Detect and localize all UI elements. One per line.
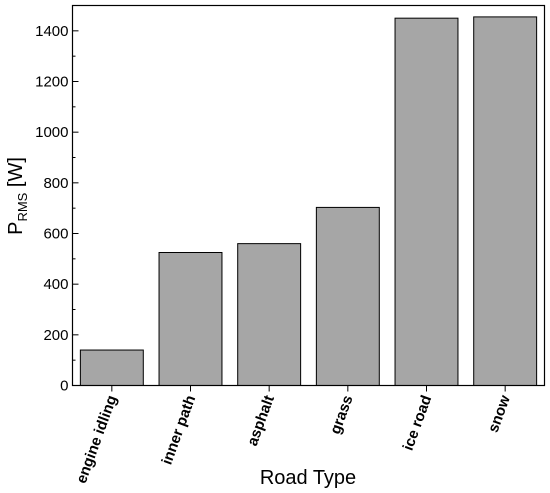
x-axis-title: Road Type [260, 467, 356, 489]
bar-inner-path [158, 252, 223, 386]
y-axis-title-sub: RMS [15, 192, 30, 221]
y-axis-title-unit: [W] [5, 157, 27, 193]
plot-frame [71, 4, 546, 387]
y-tick-label: 1200 [35, 74, 68, 91]
y-tick-label: 0 [60, 378, 68, 395]
x-tick-label: engine idling [73, 393, 121, 486]
y-tick-label: 1400 [35, 23, 68, 40]
x-tick-label: asphalt [244, 393, 278, 448]
y-tick-label: 1000 [35, 124, 68, 141]
bar-asphalt [237, 243, 302, 386]
y-axis-ticks: 0 200 400 600 800 1000 1200 1400 [35, 23, 79, 395]
x-tick-label: inner path [158, 393, 199, 467]
x-tick-label: snow [485, 393, 514, 435]
y-tick-label: 400 [43, 276, 68, 293]
bar-grass [315, 206, 380, 386]
bars-group [79, 16, 538, 387]
y-axis-title-main: P [5, 222, 27, 235]
x-tick-label: grass [327, 393, 357, 436]
x-tick-label: ice road [400, 393, 436, 453]
y-axis-title: PRMS [W] [5, 157, 30, 235]
bar-engine-idling [79, 349, 144, 386]
y-tick-label: 800 [43, 175, 68, 192]
bar-snow [473, 16, 538, 387]
bar-ice-road [394, 17, 459, 387]
y-tick-label: 600 [43, 226, 68, 243]
y-tick-label: 200 [43, 327, 68, 344]
